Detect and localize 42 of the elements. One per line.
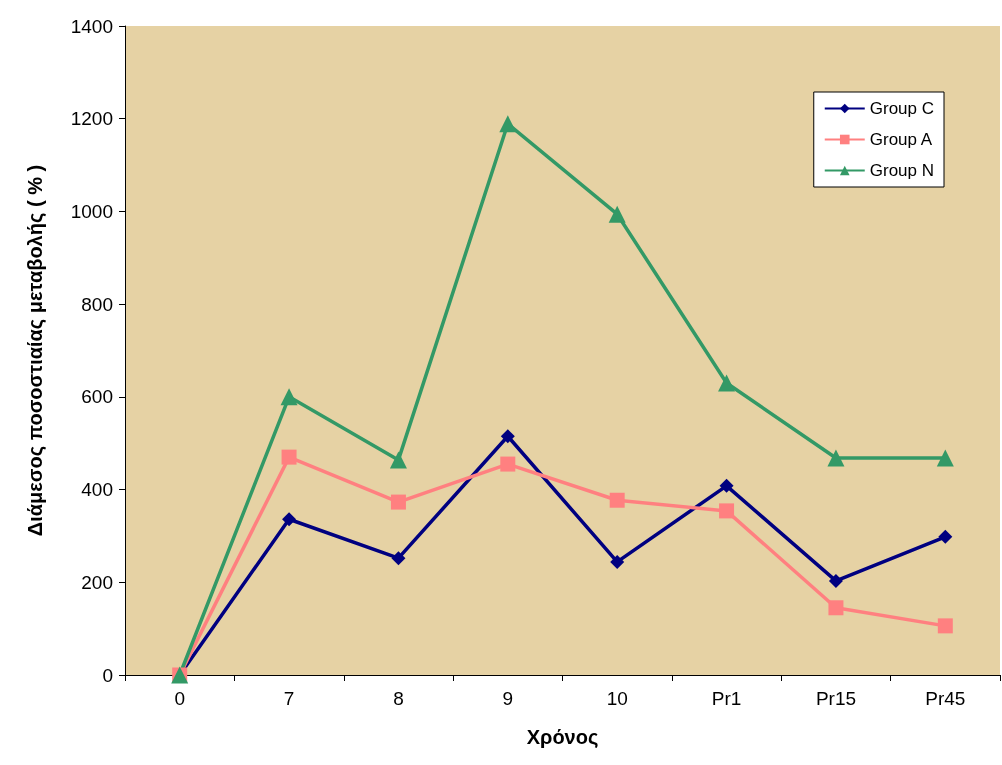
point bbox=[719, 503, 735, 519]
point bbox=[281, 449, 297, 465]
y-tick-label: 1200 bbox=[70, 108, 113, 130]
point bbox=[936, 449, 954, 467]
point bbox=[391, 551, 406, 566]
point bbox=[390, 494, 406, 510]
point bbox=[389, 451, 407, 469]
y-tick-label: 400 bbox=[81, 479, 113, 501]
y-tick-label: 800 bbox=[81, 293, 113, 315]
y-axis-title: Διάμεσος ποσοστιαίας μεταβολής ( % ) bbox=[24, 164, 46, 537]
legend-label: Group N bbox=[869, 161, 934, 180]
x-tick-label: 0 bbox=[174, 688, 185, 709]
point bbox=[499, 115, 517, 133]
x-tick-label: 9 bbox=[502, 688, 514, 709]
x-tick-label: 8 bbox=[393, 688, 404, 709]
x-tick-label: 10 bbox=[606, 688, 628, 709]
point bbox=[282, 512, 297, 527]
legend-label: Group C bbox=[869, 99, 934, 118]
point bbox=[718, 374, 736, 392]
point bbox=[827, 449, 845, 467]
x-tick-label: Pr15 bbox=[815, 688, 857, 709]
x-axis-title: Χρόνος bbox=[526, 726, 599, 748]
point bbox=[609, 492, 625, 508]
y-tick-label: 1000 bbox=[70, 200, 113, 222]
y-tick-label: 1400 bbox=[70, 15, 113, 37]
x-tick-label: Pr45 bbox=[925, 688, 966, 709]
point bbox=[937, 618, 953, 634]
point bbox=[610, 554, 625, 569]
y-tick-label: 600 bbox=[81, 386, 113, 408]
point bbox=[500, 429, 515, 444]
point bbox=[608, 205, 626, 223]
x-tick-label: Pr1 bbox=[711, 688, 742, 709]
y-tick-label: 0 bbox=[102, 664, 113, 686]
point bbox=[828, 573, 843, 588]
point bbox=[938, 529, 953, 544]
x-tick-label: 7 bbox=[283, 688, 295, 709]
point bbox=[500, 456, 516, 472]
legend-label: Group A bbox=[869, 130, 933, 149]
y-tick-label: 200 bbox=[81, 571, 113, 593]
point bbox=[280, 388, 298, 406]
point bbox=[828, 600, 844, 616]
point bbox=[719, 478, 734, 493]
